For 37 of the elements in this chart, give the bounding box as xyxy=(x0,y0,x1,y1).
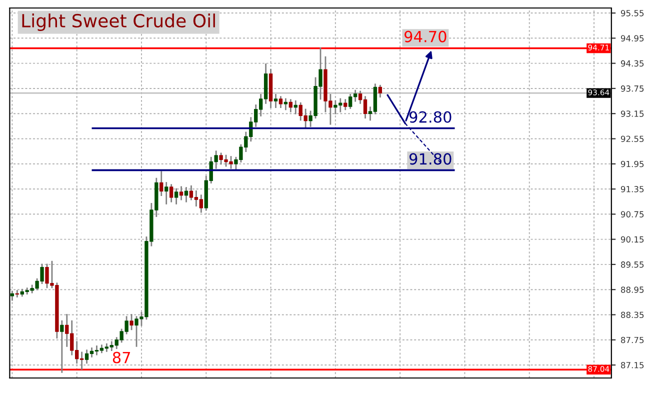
y-tick-label: 90.75 xyxy=(620,211,644,218)
candlestick xyxy=(130,314,134,330)
candlestick xyxy=(174,188,178,204)
chart-title: Light Sweet Crude Oil xyxy=(22,14,215,32)
y-tick-label: 95.55 xyxy=(620,10,644,16)
y-tick-label: 88.35 xyxy=(621,312,644,318)
y-tick-label: 94.95 xyxy=(620,35,644,42)
candlestick xyxy=(164,182,168,204)
annotation: 94.70 xyxy=(404,30,446,42)
candlestick xyxy=(288,99,293,112)
candlestick xyxy=(378,84,382,98)
ref-line-label: 92.80 xyxy=(410,111,452,123)
annotation: 87 xyxy=(112,352,130,364)
candlestick xyxy=(169,184,174,202)
y-tick-label: 90.15 xyxy=(620,236,644,243)
y-tick-label: 87.75 xyxy=(621,336,644,344)
candlestick xyxy=(15,290,20,298)
candlestick xyxy=(184,187,188,202)
y-tick-label: 93.75 xyxy=(620,85,644,92)
y-tick-label: 93.15 xyxy=(620,110,644,117)
ref-line-label: 91.80 xyxy=(410,153,452,165)
y-tick-label: 88.95 xyxy=(621,286,644,293)
y-tick-label: 91.95 xyxy=(620,160,644,168)
y-tick-label: 89.55 xyxy=(621,261,644,268)
candlestick xyxy=(294,100,298,114)
y-tick-label: 87.15 xyxy=(621,362,644,368)
candlestick xyxy=(60,320,64,373)
y-tick-label: 92.55 xyxy=(620,136,644,142)
candlestick xyxy=(344,99,348,110)
candlestick xyxy=(284,98,288,110)
y-tick-label: 91.35 xyxy=(620,186,644,192)
candlestick xyxy=(274,94,278,108)
candlestick xyxy=(179,186,184,200)
y-tick-label: 94.35 xyxy=(620,60,644,67)
candlestick xyxy=(10,290,14,301)
candlestick xyxy=(278,96,283,108)
candlestick xyxy=(160,171,164,196)
